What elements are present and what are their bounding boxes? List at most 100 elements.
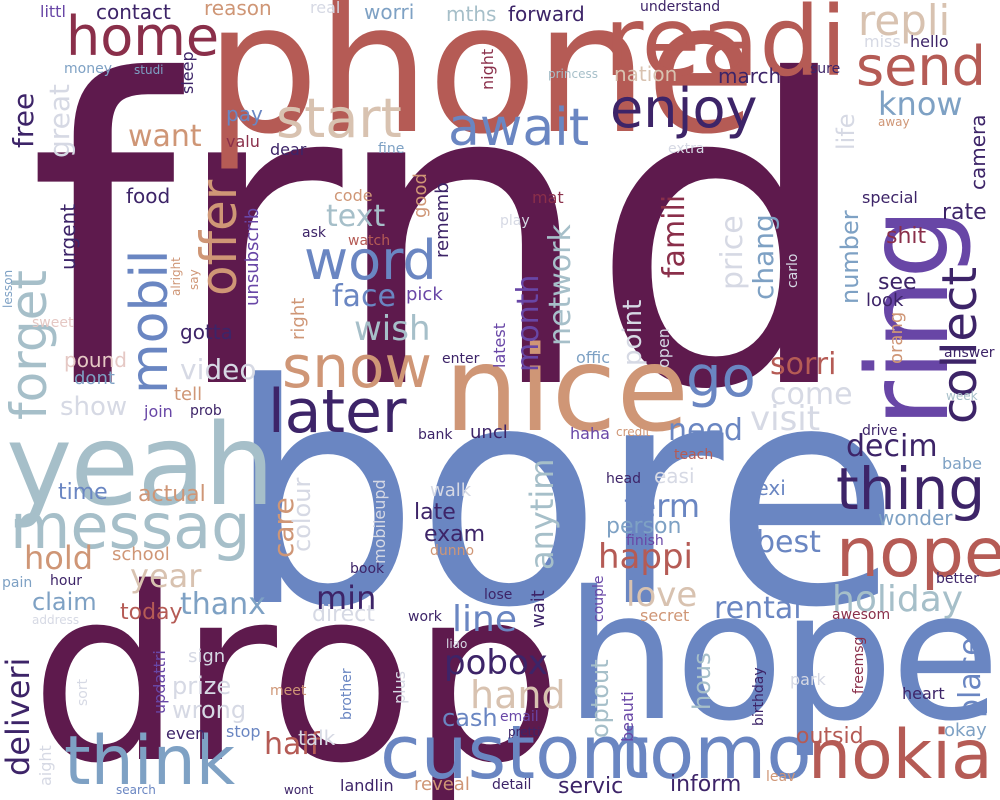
cloud-word: text: [326, 199, 386, 234]
cloud-word: time: [58, 480, 108, 505]
cloud-word: rental: [714, 591, 802, 626]
cloud-word: birthday: [751, 667, 767, 726]
cloud-word: go: [686, 345, 756, 410]
cloud-word: rememb: [432, 182, 453, 258]
cloud-word: nope: [836, 514, 1000, 593]
cloud-word: hour: [50, 573, 83, 589]
cloud-word: contact: [96, 0, 171, 24]
cloud-word: studi: [134, 63, 164, 77]
cloud-word: nokia: [808, 716, 993, 795]
cloud-word: dear: [270, 140, 307, 159]
cloud-word: address: [32, 613, 80, 627]
cloud-word: bore: [226, 319, 901, 674]
cloud-word: come: [770, 377, 853, 412]
cloud-word: number: [836, 210, 864, 304]
cloud-word: home: [66, 5, 220, 68]
cloud-word: outsid: [796, 724, 864, 749]
cloud-word: best: [756, 525, 821, 560]
cloud-word: wish: [354, 309, 431, 349]
cloud-word: sort: [75, 678, 91, 706]
cloud-word: carlo: [785, 253, 801, 289]
cloud-word: pound: [64, 348, 127, 372]
cloud-word: hold: [24, 539, 94, 577]
cloud-word: year: [130, 557, 202, 595]
cloud-word: frnd: [28, 0, 856, 482]
cloud-word: tomo: [620, 710, 812, 796]
cloud-word: latest: [490, 323, 509, 368]
cloud-word: servic: [558, 774, 624, 799]
cloud-word: today: [120, 600, 183, 625]
cloud-word: okay: [944, 720, 987, 741]
cloud-word: special: [862, 188, 918, 207]
cloud-word: claim: [32, 588, 97, 616]
cloud-word: wonder: [878, 506, 953, 530]
cloud-word: code: [334, 186, 373, 205]
cloud-word: snow: [282, 333, 432, 401]
cloud-word: line: [452, 599, 517, 640]
cloud-word: enjoy: [610, 77, 758, 140]
cloud-word: pay: [226, 102, 263, 126]
cloud-word: wont: [284, 783, 314, 797]
cloud-word: join: [144, 402, 173, 421]
cloud-word: forward: [508, 2, 585, 26]
cloud-word: nation: [614, 62, 678, 86]
cloud-word: talk: [298, 726, 336, 750]
cloud-word: right: [288, 297, 309, 340]
cloud-word: plus: [390, 670, 409, 704]
cloud-word: pobox: [444, 643, 548, 683]
cloud-word: freemsg: [851, 636, 867, 694]
cloud-word: know: [878, 85, 963, 123]
cloud-word: heart: [902, 684, 945, 703]
cloud-word: late: [414, 500, 456, 525]
cloud-word: yeah: [6, 401, 275, 531]
cloud-word: place: [953, 637, 988, 718]
cloud-word: nice: [444, 320, 690, 458]
cloud-word: haha: [570, 424, 610, 443]
cloud-word: away: [878, 115, 910, 129]
cloud-word: point: [618, 299, 648, 366]
cloud-word: sweet: [32, 315, 74, 331]
cloud-word: need: [668, 413, 743, 448]
cloud-word: shit: [886, 224, 927, 249]
cloud-word: half: [264, 727, 321, 762]
cloud-word: camera: [966, 114, 990, 190]
cloud-word: want: [128, 119, 202, 154]
cloud-word: fine: [378, 141, 405, 157]
cloud-word: colour: [288, 477, 316, 552]
cloud-word: stop: [226, 722, 261, 741]
cloud-word: wrong: [172, 696, 247, 724]
cloud-word: hous: [688, 652, 716, 710]
cloud-word: hope: [565, 553, 1000, 760]
cloud-word: mths: [446, 2, 497, 26]
cloud-word: secret: [640, 606, 690, 625]
cloud-word: actual: [138, 482, 206, 507]
cloud-word: alright: [169, 257, 183, 296]
cloud-word: pick: [406, 284, 443, 305]
cloud-word: rate: [942, 200, 987, 225]
cloud-word: lesson: [1, 269, 15, 308]
cloud-word: exam: [424, 522, 486, 547]
cloud-word: thing: [836, 455, 986, 523]
cloud-word: thanx: [180, 587, 266, 622]
cloud-word: hand: [470, 673, 566, 717]
cloud-word: sign: [188, 646, 226, 667]
cloud-word: miss: [864, 32, 901, 51]
cloud-word: face: [332, 279, 396, 314]
cloud-word: worri: [364, 0, 415, 24]
cloud-word: think: [64, 722, 236, 800]
cloud-word: work: [408, 609, 442, 625]
cloud-word: person: [606, 514, 682, 539]
cloud-word: decim: [846, 429, 938, 464]
cloud-word: optout: [586, 659, 614, 738]
cloud-word: readi: [604, 0, 847, 98]
cloud-word: uncl: [470, 422, 508, 443]
cloud-word: prob: [190, 403, 222, 419]
cloud-word: word: [304, 229, 437, 292]
cloud-word: holiday: [832, 579, 964, 620]
cloud-word: teach: [674, 447, 714, 463]
cloud-word: real: [310, 0, 341, 17]
cloud-word: sorri: [770, 347, 837, 382]
cloud-word: send: [856, 35, 986, 98]
cloud-word: open: [654, 328, 673, 368]
